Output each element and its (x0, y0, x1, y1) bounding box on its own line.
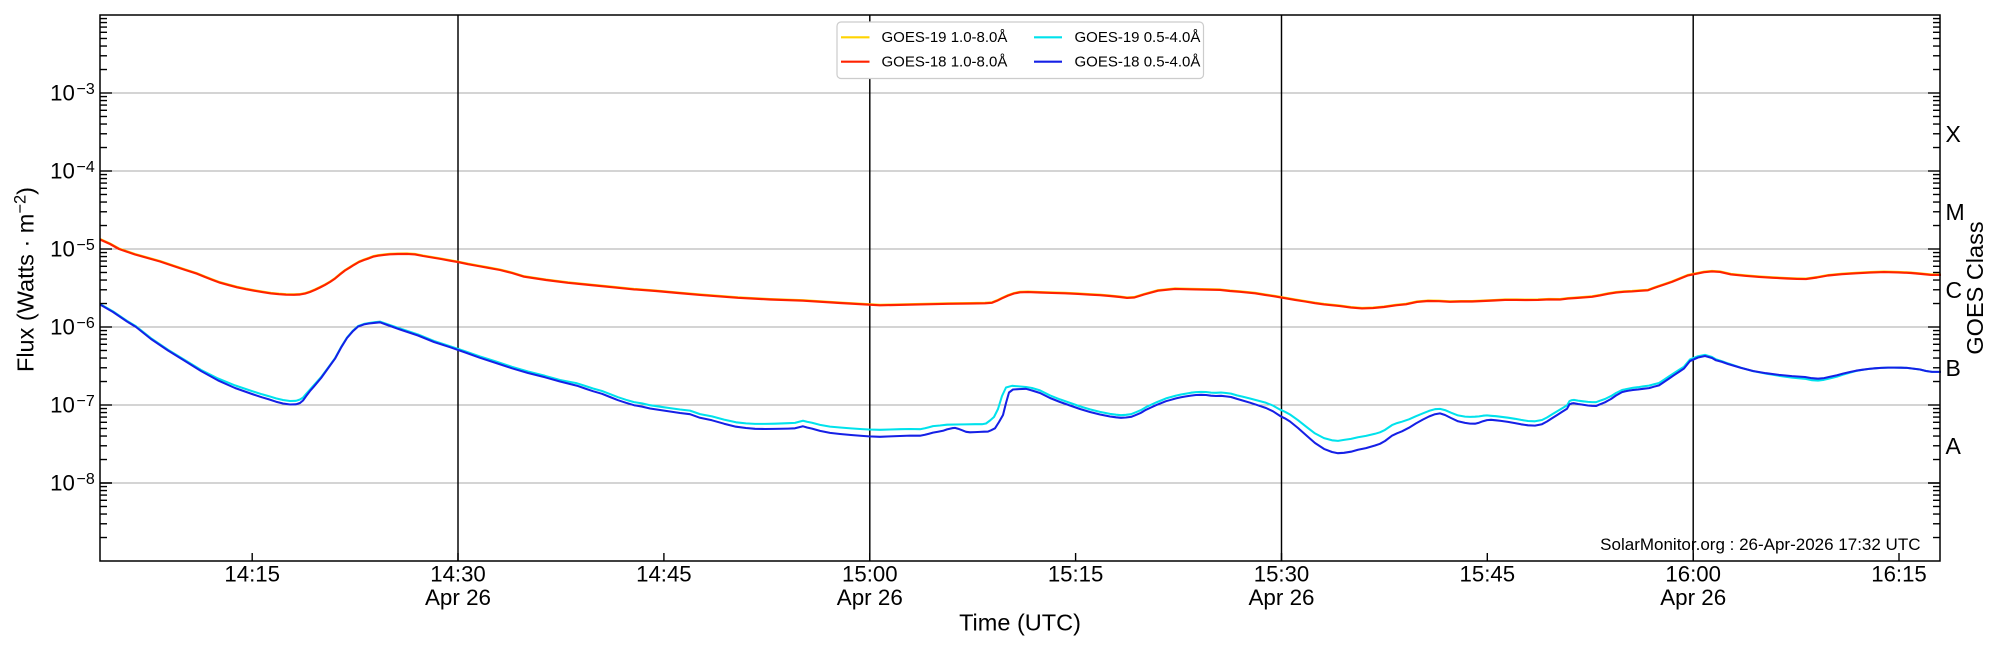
svg-text:Apr 26: Apr 26 (425, 585, 491, 610)
svg-text:GOES Class: GOES Class (1962, 221, 1988, 354)
svg-text:10: 10 (50, 237, 75, 262)
svg-text:Apr 26: Apr 26 (1249, 585, 1315, 610)
svg-text:GOES-18 1.0-8.0Å: GOES-18 1.0-8.0Å (882, 53, 1008, 70)
svg-text:10: 10 (50, 315, 75, 340)
svg-text:10: 10 (50, 81, 75, 106)
svg-text:15:00: 15:00 (842, 561, 898, 586)
svg-text:Apr 26: Apr 26 (837, 585, 903, 610)
svg-text:14:15: 14:15 (224, 561, 280, 586)
svg-text:−6: −6 (77, 315, 95, 332)
svg-text:15:15: 15:15 (1048, 561, 1104, 586)
svg-text:15:30: 15:30 (1254, 561, 1310, 586)
svg-text:M: M (1946, 199, 1965, 225)
svg-text:B: B (1946, 355, 1961, 381)
svg-text:10: 10 (50, 393, 75, 418)
svg-text:−3: −3 (77, 81, 95, 98)
svg-text:14:30: 14:30 (430, 561, 486, 586)
svg-text:A: A (1946, 433, 1962, 459)
svg-text:16:00: 16:00 (1665, 561, 1721, 586)
svg-text:Flux (Watts · m−2): Flux (Watts · m−2) (12, 187, 39, 372)
svg-text:14:45: 14:45 (636, 561, 692, 586)
svg-text:Apr 26: Apr 26 (1660, 585, 1726, 610)
svg-text:X: X (1946, 121, 1961, 147)
svg-text:−7: −7 (77, 393, 95, 410)
svg-text:GOES-19 0.5-4.0Å: GOES-19 0.5-4.0Å (1075, 29, 1201, 46)
svg-text:15:45: 15:45 (1460, 561, 1516, 586)
svg-text:−8: −8 (77, 471, 95, 488)
svg-text:SolarMonitor.org : 26-Apr-2026: SolarMonitor.org : 26-Apr-2026 17:32 UTC (1600, 535, 1920, 554)
svg-text:GOES-19 1.0-8.0Å: GOES-19 1.0-8.0Å (882, 29, 1008, 46)
svg-text:C: C (1946, 277, 1963, 303)
svg-text:16:15: 16:15 (1871, 561, 1927, 586)
svg-text:Time (UTC): Time (UTC) (959, 610, 1081, 636)
svg-text:−4: −4 (77, 159, 95, 176)
svg-text:10: 10 (50, 159, 75, 184)
svg-text:−5: −5 (77, 237, 95, 254)
svg-text:GOES-18 0.5-4.0Å: GOES-18 0.5-4.0Å (1075, 53, 1201, 70)
svg-text:10: 10 (50, 471, 75, 496)
